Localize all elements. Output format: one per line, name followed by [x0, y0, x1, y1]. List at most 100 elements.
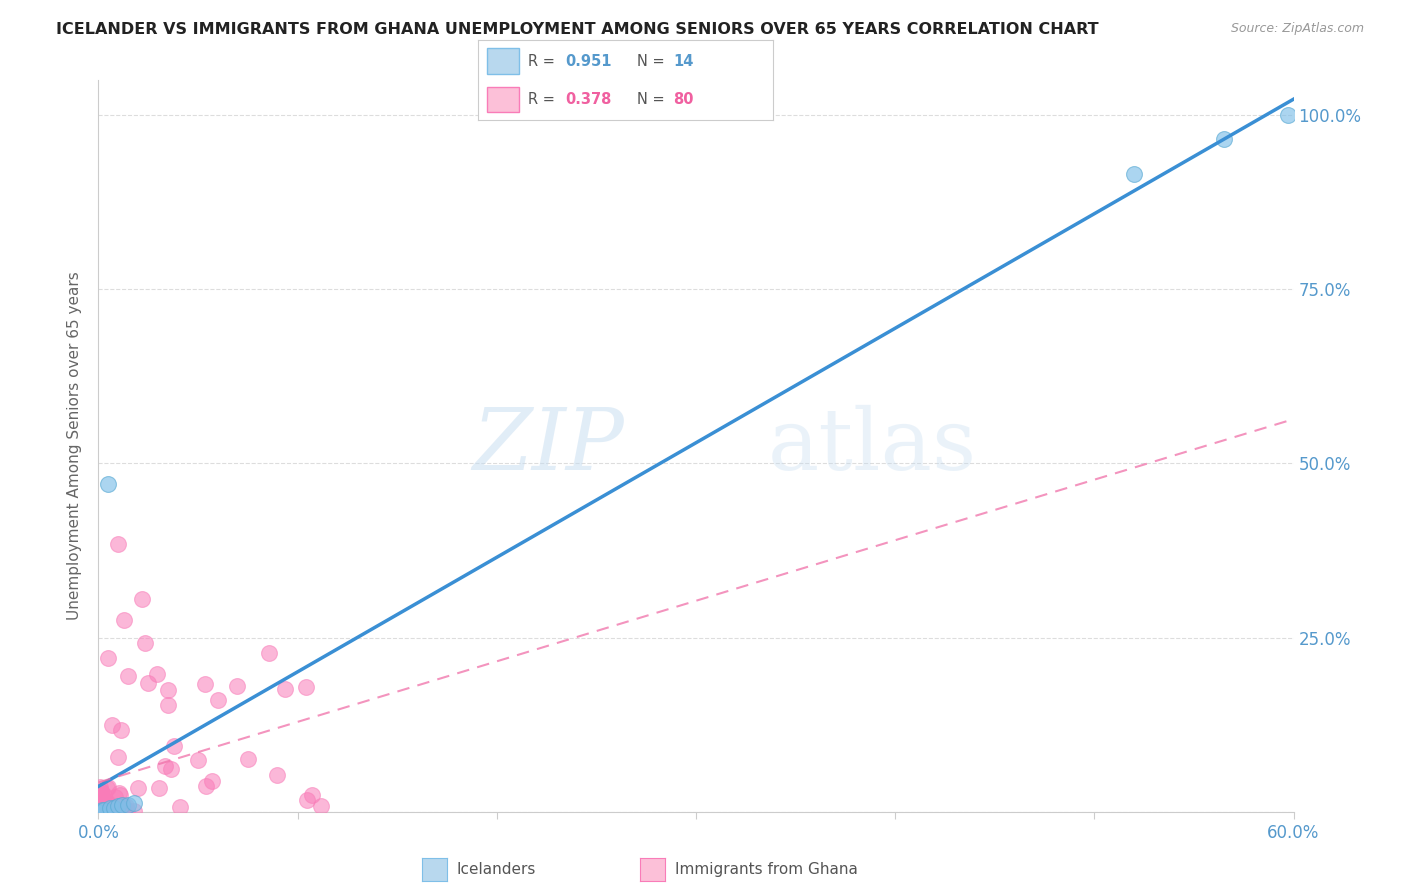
Point	[110, 803, 132, 817]
Point	[87, 792, 110, 806]
Point	[103, 800, 125, 814]
Point	[257, 646, 280, 660]
Point	[1277, 108, 1299, 122]
Point	[124, 797, 146, 811]
Point	[294, 680, 316, 694]
Point	[97, 796, 120, 810]
Point	[90, 804, 112, 818]
Text: Immigrants from Ghana: Immigrants from Ghana	[675, 863, 858, 877]
Point	[89, 798, 111, 813]
Point	[104, 801, 127, 815]
Point	[146, 666, 169, 681]
Point	[112, 613, 135, 627]
Point	[93, 803, 115, 817]
Point	[101, 802, 124, 816]
Text: 80: 80	[673, 92, 693, 107]
Point	[309, 798, 332, 813]
Point	[87, 805, 110, 819]
Point	[87, 805, 110, 819]
Point	[107, 749, 129, 764]
Point	[107, 799, 129, 814]
Point	[100, 718, 122, 732]
Point	[110, 788, 132, 802]
Point	[96, 798, 118, 813]
Point	[96, 801, 118, 815]
Point	[89, 798, 111, 813]
Point	[136, 676, 159, 690]
Point	[93, 794, 115, 808]
Point	[160, 762, 183, 776]
Text: N =: N =	[637, 54, 669, 69]
Point	[90, 785, 112, 799]
Point	[274, 682, 297, 697]
Point	[117, 669, 139, 683]
Point	[110, 800, 132, 814]
FancyBboxPatch shape	[486, 48, 519, 74]
Point	[108, 786, 131, 800]
Text: R =: R =	[529, 92, 560, 107]
Text: ZIP: ZIP	[472, 405, 624, 487]
Point	[93, 795, 115, 809]
Point	[94, 804, 117, 818]
Point	[93, 805, 115, 819]
Text: atlas: atlas	[768, 404, 977, 488]
Point	[89, 799, 111, 814]
Point	[89, 780, 111, 794]
Point	[124, 804, 146, 818]
FancyBboxPatch shape	[486, 87, 519, 112]
Text: N =: N =	[637, 92, 669, 107]
Point	[112, 802, 135, 816]
Text: 14: 14	[673, 54, 693, 69]
Point	[117, 797, 139, 812]
Point	[93, 804, 115, 818]
Point	[155, 759, 177, 773]
Point	[91, 804, 114, 818]
Point	[93, 789, 115, 803]
Point	[94, 802, 117, 816]
Point	[163, 739, 186, 753]
Point	[266, 768, 288, 782]
Point	[295, 793, 318, 807]
Point	[90, 785, 112, 799]
Point	[207, 693, 229, 707]
Point	[157, 682, 180, 697]
Point	[301, 788, 323, 802]
Point	[148, 780, 170, 795]
Point	[89, 800, 111, 814]
Point	[100, 800, 122, 814]
Point	[91, 793, 114, 807]
Point	[201, 773, 224, 788]
Text: Icelanders: Icelanders	[457, 863, 536, 877]
Point	[127, 781, 149, 796]
Point	[91, 803, 114, 817]
Point	[169, 800, 191, 814]
Point	[187, 753, 209, 767]
Point	[107, 536, 129, 550]
Point	[1212, 132, 1234, 146]
Text: R =: R =	[529, 54, 560, 69]
Point	[96, 781, 118, 796]
Point	[97, 802, 120, 816]
Point	[195, 779, 218, 793]
Point	[131, 592, 153, 607]
Point	[110, 723, 132, 737]
Y-axis label: Unemployment Among Seniors over 65 years: Unemployment Among Seniors over 65 years	[67, 272, 83, 620]
Point	[93, 803, 115, 817]
Point	[93, 797, 115, 811]
Point	[117, 804, 139, 818]
Point	[90, 801, 112, 815]
Point	[96, 797, 118, 812]
Point	[226, 680, 249, 694]
Point	[96, 802, 118, 816]
Point	[97, 780, 120, 794]
Point	[100, 805, 122, 819]
Point	[111, 797, 134, 812]
Point	[111, 798, 134, 813]
Point	[1123, 167, 1146, 181]
Text: 0.378: 0.378	[565, 92, 612, 107]
Point	[97, 651, 120, 665]
Point	[236, 752, 259, 766]
Text: Source: ZipAtlas.com: Source: ZipAtlas.com	[1230, 22, 1364, 36]
Point	[89, 790, 111, 805]
Point	[104, 790, 127, 805]
